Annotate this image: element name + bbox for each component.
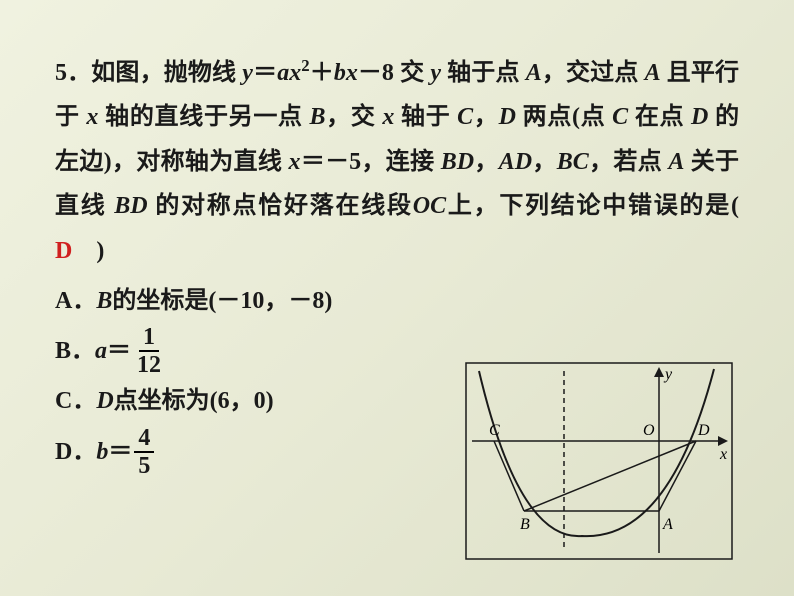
svg-text:B: B: [520, 516, 530, 533]
svg-text:O: O: [643, 422, 655, 439]
fraction: 112: [133, 325, 165, 377]
fraction: 45: [134, 426, 154, 478]
question-text: 5．如图，抛物线 y＝ax2＋bx－8 交 y 轴于点 A，交过点 A 且平行于…: [55, 50, 739, 273]
answer-letter: D: [55, 238, 72, 264]
q-number: 5: [55, 60, 67, 86]
svg-text:A: A: [662, 516, 673, 533]
svg-text:x: x: [719, 446, 727, 463]
svg-text:C: C: [489, 422, 500, 439]
svg-text:D: D: [697, 422, 710, 439]
parabola-diagram: y x O C D B A: [464, 361, 734, 561]
option-a: A．B 的坐标是(－10，－8): [55, 279, 739, 323]
svg-text:y: y: [663, 366, 673, 383]
